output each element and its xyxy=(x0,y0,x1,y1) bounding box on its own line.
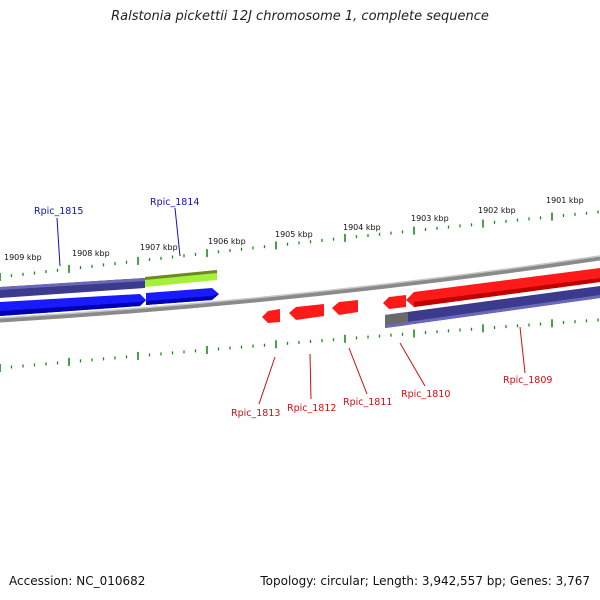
reverse-gene-rpic-1810[interactable] xyxy=(383,295,406,309)
gene-label-rpic-1814[interactable]: Rpic_1814 xyxy=(150,197,199,208)
kbp-label: 1906 kbp xyxy=(208,237,246,246)
kbp-label: 1909 kbp xyxy=(4,253,42,262)
chromosome-backbone-highlight xyxy=(0,255,600,319)
gene-label-rpic-1811[interactable]: Rpic_1811 xyxy=(343,397,392,408)
lower-scale-ticks xyxy=(0,318,599,372)
kbp-label: 1907 kbp xyxy=(140,243,178,252)
label-pointer-rpic-1812 xyxy=(309,353,312,400)
reverse-gene-rpic-1811[interactable] xyxy=(332,300,358,315)
cds-band-lower-right-highlight xyxy=(385,295,600,328)
reverse-gene-rpic-1812[interactable] xyxy=(289,304,324,320)
kbp-label: 1901 kbp xyxy=(546,196,584,205)
pseudo-gene-upper-shade xyxy=(145,270,217,280)
gene-label-rpic-1812[interactable]: Rpic_1812 xyxy=(287,403,336,414)
label-pointer-rpic-1815 xyxy=(56,217,61,267)
gene-label-rpic-1810[interactable]: Rpic_1810 xyxy=(401,389,450,400)
kbp-label: 1902 kbp xyxy=(478,206,516,215)
gene-label-rpic-1815[interactable]: Rpic_1815 xyxy=(34,206,83,217)
kbp-label: 1904 kbp xyxy=(343,223,381,232)
kbp-label: 1903 kbp xyxy=(411,214,449,223)
cds-band-upper-left-highlight xyxy=(0,278,145,290)
label-pointer-rpic-1811 xyxy=(348,347,368,395)
label-pointer-rpic-1809 xyxy=(519,326,526,374)
label-pointer-rpic-1814 xyxy=(174,207,181,257)
kbp-label: 1905 kbp xyxy=(275,230,313,239)
forward-gene-rpic-1815-shade xyxy=(0,300,146,316)
topology-summary: Topology: circular; Length: 3,942,557 bp… xyxy=(260,574,590,588)
gene-label-rpic-1813[interactable]: Rpic_1813 xyxy=(231,408,280,419)
label-pointer-rpic-1810 xyxy=(399,342,426,387)
label-pointer-rpic-1813 xyxy=(258,356,276,405)
upper-scale-ticks xyxy=(0,210,599,281)
gene-label-rpic-1809[interactable]: Rpic_1809 xyxy=(503,375,552,386)
reverse-gene-rpic-1813[interactable] xyxy=(262,309,280,323)
chromosome-backbone xyxy=(0,255,600,323)
forward-gene-rpic-1814-shade xyxy=(146,294,219,305)
accession-text: Accession: NC_010682 xyxy=(9,574,146,588)
reverse-gene-rpic-1809-shade xyxy=(414,278,600,307)
map-title: Ralstonia pickettii 12J chromosome 1, co… xyxy=(111,9,489,24)
kbp-label: 1908 kbp xyxy=(72,249,110,258)
